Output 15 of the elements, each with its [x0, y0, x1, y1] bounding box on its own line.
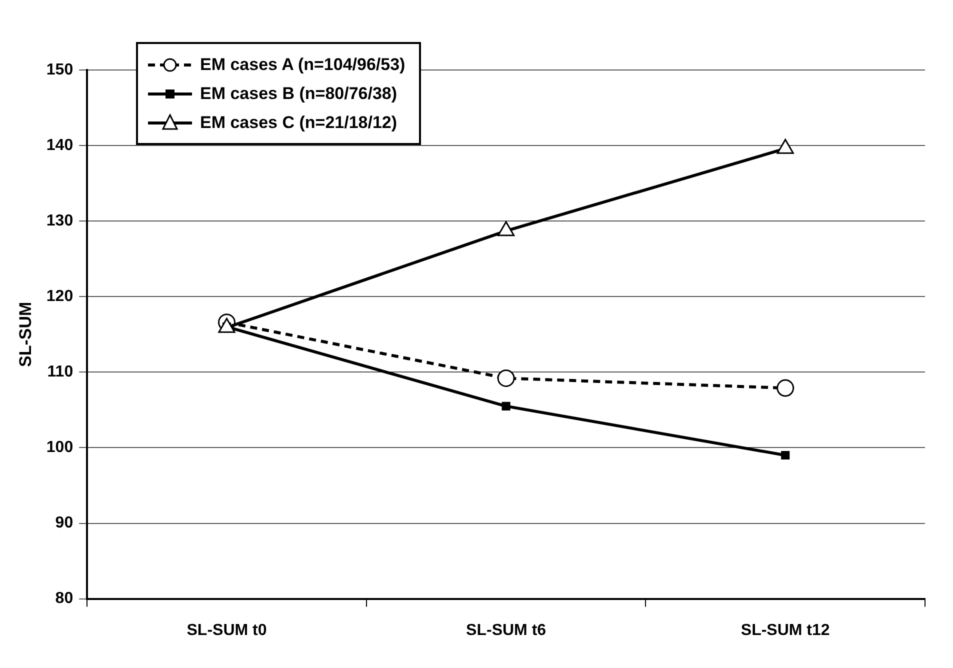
- y-tick-label: 150: [46, 61, 74, 78]
- y-tick-label: 140: [46, 136, 74, 154]
- legend-label: EM cases B (n=80/76/38): [200, 84, 398, 104]
- y-tick-label: 110: [47, 364, 74, 381]
- y-tick-label: 130: [46, 212, 74, 230]
- y-tick-label: 120: [46, 288, 74, 306]
- y-tick-label: 100: [46, 439, 74, 456]
- legend-label: EM cases C (n=21/18/12): [200, 112, 398, 132]
- y-tick-label: 80: [55, 590, 74, 608]
- y-tick-label: 90: [55, 514, 74, 532]
- x-tick-label: SL-SUM t12: [740, 622, 830, 639]
- x-tick-label: SL-SUM t6: [466, 622, 546, 639]
- x-tick-label: SL-SUM t0: [186, 622, 267, 639]
- y-axis-title: SL-SUM: [16, 302, 35, 367]
- legend-label: EM cases A (n=104/96/53): [200, 54, 406, 74]
